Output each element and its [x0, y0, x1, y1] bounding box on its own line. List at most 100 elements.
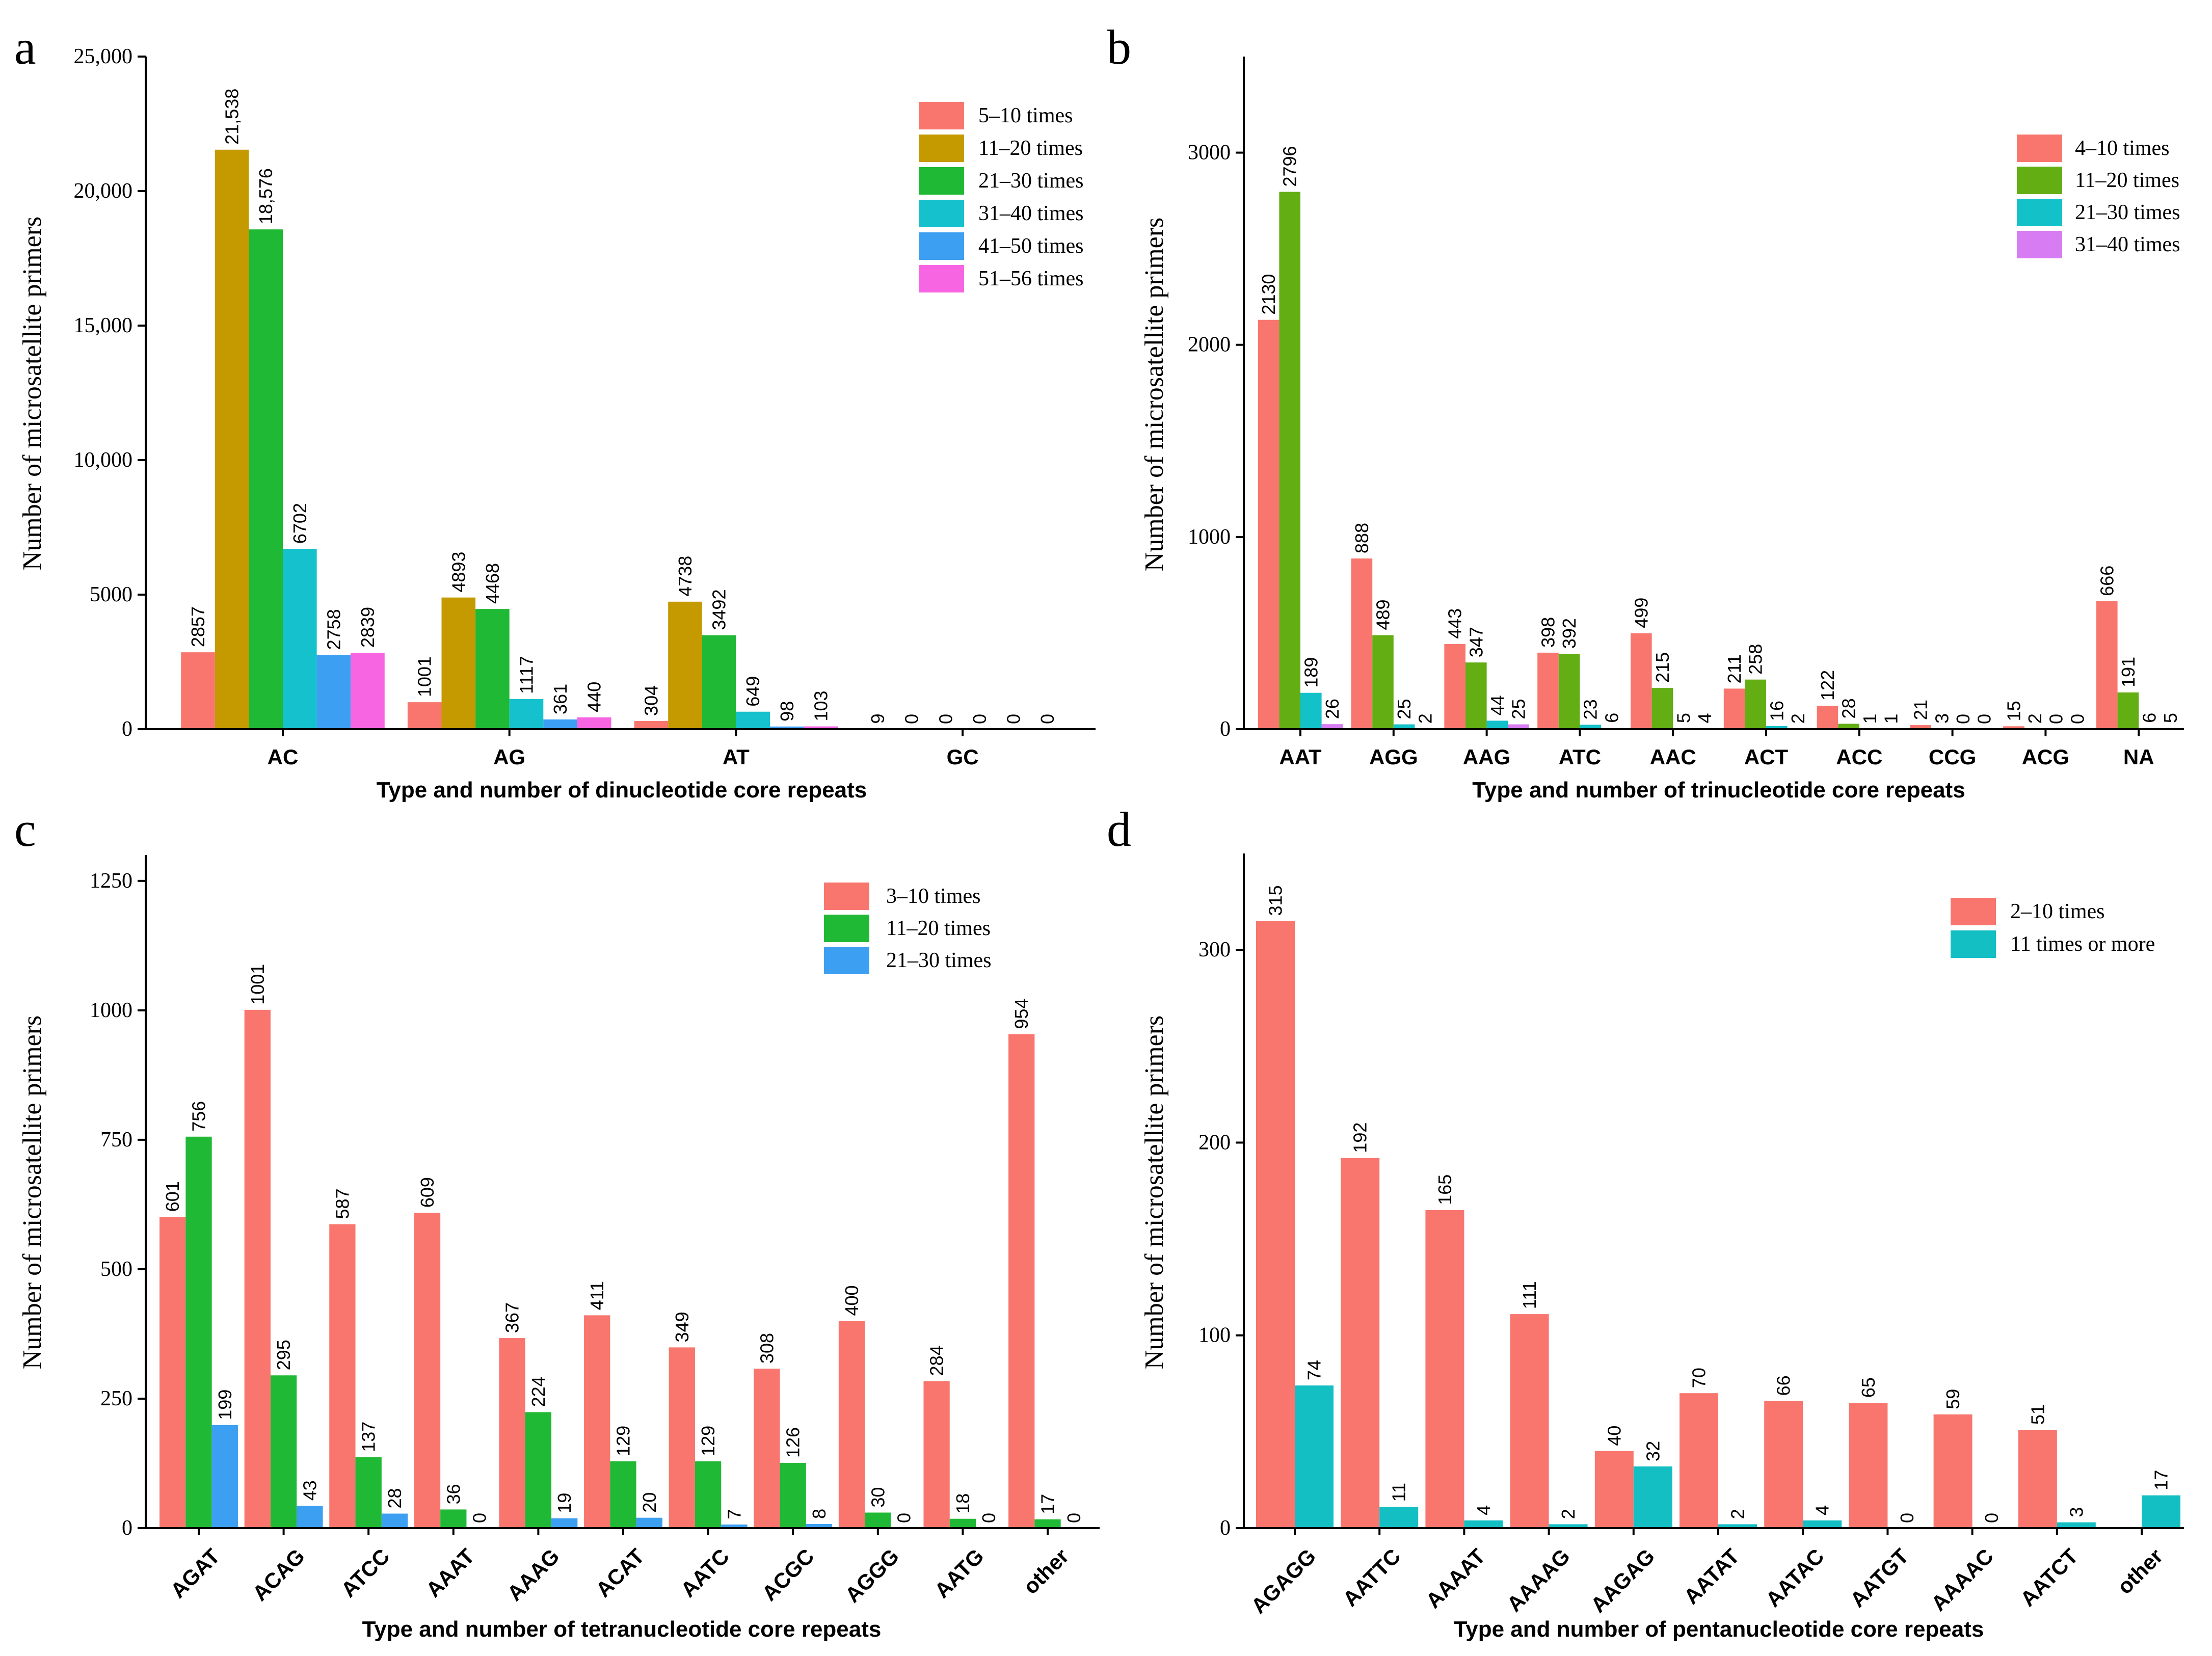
y-tick-label: 500 — [100, 1258, 132, 1281]
data-label: 1001 — [414, 656, 435, 697]
bar — [2057, 1522, 2096, 1528]
bar — [1803, 1520, 1842, 1528]
bar — [1256, 921, 1295, 1528]
data-label: 284 — [926, 1345, 947, 1376]
data-label: 649 — [742, 676, 763, 707]
x-tick-label: AC — [268, 745, 299, 769]
bar — [1508, 724, 1529, 729]
data-label: 1117 — [516, 656, 537, 694]
data-label: 51 — [2027, 1404, 2048, 1425]
data-label: 2 — [2024, 713, 2045, 724]
bar — [159, 1217, 186, 1528]
data-label: 5 — [2160, 713, 2181, 723]
data-label: 70 — [1689, 1368, 1710, 1388]
bar — [414, 1213, 441, 1528]
bar — [407, 702, 442, 729]
data-label: 2 — [1788, 713, 1808, 724]
legend-swatch — [1951, 930, 1996, 958]
data-label: 0 — [1003, 714, 1024, 724]
legend-swatch — [824, 947, 869, 974]
data-label: 28 — [1838, 698, 1859, 718]
bar — [669, 1347, 695, 1528]
legend: 5–10 times 11–20 times 21–30 times 31–40 ti… — [919, 102, 1084, 292]
bar — [1651, 687, 1673, 729]
data-label: 224 — [528, 1376, 549, 1407]
bar — [475, 609, 510, 729]
bar — [525, 1412, 552, 1528]
data-label: 587 — [332, 1188, 353, 1219]
bar — [1817, 705, 1838, 729]
y-tick-label: 2000 — [1188, 333, 1231, 357]
bar — [185, 1136, 212, 1528]
y-tick-label: 250 — [100, 1387, 132, 1410]
x-tick-label: ACC — [1836, 745, 1882, 769]
data-label: 0 — [1974, 714, 1995, 724]
bar — [1933, 1414, 1973, 1528]
data-label: 347 — [1465, 627, 1486, 657]
x-tick-label: NA — [2123, 745, 2154, 769]
legend-swatch — [919, 200, 964, 227]
data-label: 2857 — [188, 606, 208, 647]
bar — [2117, 692, 2139, 729]
x-tick-label: AG — [493, 745, 525, 769]
x-axis-title: Type and number of dinucleotide core rep… — [377, 778, 867, 803]
data-label: 888 — [1351, 523, 1372, 553]
panel-a: 2857 21,538 18,576 6702 2758 2839 1001 4893 4468… — [14, 20, 1096, 803]
bar — [215, 149, 249, 730]
bar — [695, 1461, 722, 1528]
data-label: 32 — [1642, 1441, 1663, 1461]
bar — [702, 635, 736, 729]
data-label: 15 — [2004, 701, 2024, 721]
legend: 3–10 times 11–20 times 21–30 times — [824, 883, 992, 974]
bar — [865, 1512, 891, 1528]
data-label: 25 — [1508, 699, 1529, 719]
bar — [634, 720, 669, 729]
x-tick-label: ACT — [1744, 745, 1789, 769]
y-axis-title: Number of microsatellite primers — [18, 1016, 47, 1370]
legend-label: 11–20 times — [2075, 169, 2179, 192]
legend-swatch — [2017, 231, 2062, 258]
data-label: 20 — [639, 1492, 660, 1513]
data-label: 1 — [1859, 714, 1880, 724]
bar — [181, 652, 215, 729]
data-label: 129 — [698, 1426, 718, 1456]
bar — [780, 1462, 806, 1528]
bar — [1633, 1466, 1672, 1528]
bar — [754, 1369, 780, 1528]
bar — [636, 1517, 662, 1528]
data-label: 400 — [841, 1285, 862, 1316]
data-label: 308 — [756, 1333, 777, 1364]
legend-label: 31–40 times — [2075, 233, 2180, 256]
data-label: 44 — [1487, 695, 1508, 715]
data-label: 6 — [1601, 713, 1622, 723]
bar — [1537, 652, 1559, 729]
bar — [329, 1224, 356, 1528]
bar — [1372, 635, 1394, 729]
legend-label: 21–30 times — [886, 949, 992, 972]
data-label: 98 — [777, 701, 797, 722]
bar — [1008, 1034, 1035, 1528]
bar — [838, 1321, 865, 1528]
legend-label: 21–30 times — [2075, 201, 2180, 224]
bar — [770, 726, 804, 729]
legend-label: 51–56 times — [978, 267, 1084, 290]
data-label: 411 — [587, 1281, 607, 1310]
y-tick-label: 0 — [122, 717, 132, 741]
data-label: 304 — [641, 685, 661, 716]
bar — [297, 1506, 323, 1528]
bar — [1631, 633, 1652, 729]
bar — [1510, 1314, 1549, 1528]
legend-label: 21–30 times — [978, 169, 1084, 193]
data-label: 19 — [554, 1493, 575, 1513]
data-label: 74 — [1304, 1360, 1325, 1380]
bar — [1680, 1393, 1718, 1528]
legend-swatch — [919, 102, 964, 129]
data-label: 16 — [1766, 701, 1787, 721]
bar — [1723, 688, 1745, 729]
data-label: 609 — [417, 1177, 438, 1208]
legend-label: 3–10 times — [886, 885, 981, 908]
data-label: 28 — [384, 1488, 405, 1509]
y-tick-label: 300 — [1198, 938, 1231, 961]
legend-label: 31–40 times — [978, 202, 1084, 225]
data-label: 4 — [1694, 713, 1715, 723]
